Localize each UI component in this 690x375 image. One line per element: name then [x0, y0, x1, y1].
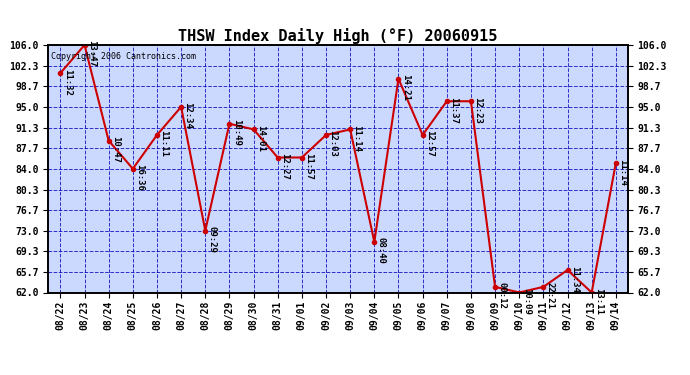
- Text: 13:47: 13:47: [87, 40, 96, 68]
- Text: 12:34: 12:34: [184, 102, 193, 129]
- Title: THSW Index Daily High (°F) 20060915: THSW Index Daily High (°F) 20060915: [179, 28, 497, 44]
- Text: 14:21: 14:21: [401, 74, 410, 101]
- Text: 12:57: 12:57: [425, 130, 434, 158]
- Text: 12:03: 12:03: [328, 130, 337, 158]
- Text: 22:21: 22:21: [546, 282, 555, 309]
- Text: 11:14: 11:14: [618, 159, 627, 186]
- Text: 00:12: 00:12: [497, 282, 506, 309]
- Text: 11:32: 11:32: [63, 69, 72, 96]
- Text: Copyright 2006 Cantronics.com: Copyright 2006 Cantronics.com: [51, 53, 196, 62]
- Text: 10:09: 10:09: [522, 288, 531, 315]
- Text: 09:29: 09:29: [208, 226, 217, 253]
- Text: 11:37: 11:37: [449, 97, 458, 124]
- Text: 16:36: 16:36: [135, 164, 144, 191]
- Text: 12:27: 12:27: [280, 153, 289, 180]
- Text: 12:23: 12:23: [473, 97, 482, 124]
- Text: 11:14: 11:14: [353, 125, 362, 152]
- Text: 11:34: 11:34: [570, 266, 579, 292]
- Text: 14:01: 14:01: [256, 125, 265, 152]
- Text: 13:11: 13:11: [594, 288, 603, 315]
- Text: 10:47: 10:47: [111, 136, 120, 163]
- Text: 08:40: 08:40: [377, 237, 386, 264]
- Text: 11:57: 11:57: [304, 153, 313, 180]
- Text: 11:11: 11:11: [159, 130, 168, 158]
- Text: 10:49: 10:49: [232, 119, 241, 146]
